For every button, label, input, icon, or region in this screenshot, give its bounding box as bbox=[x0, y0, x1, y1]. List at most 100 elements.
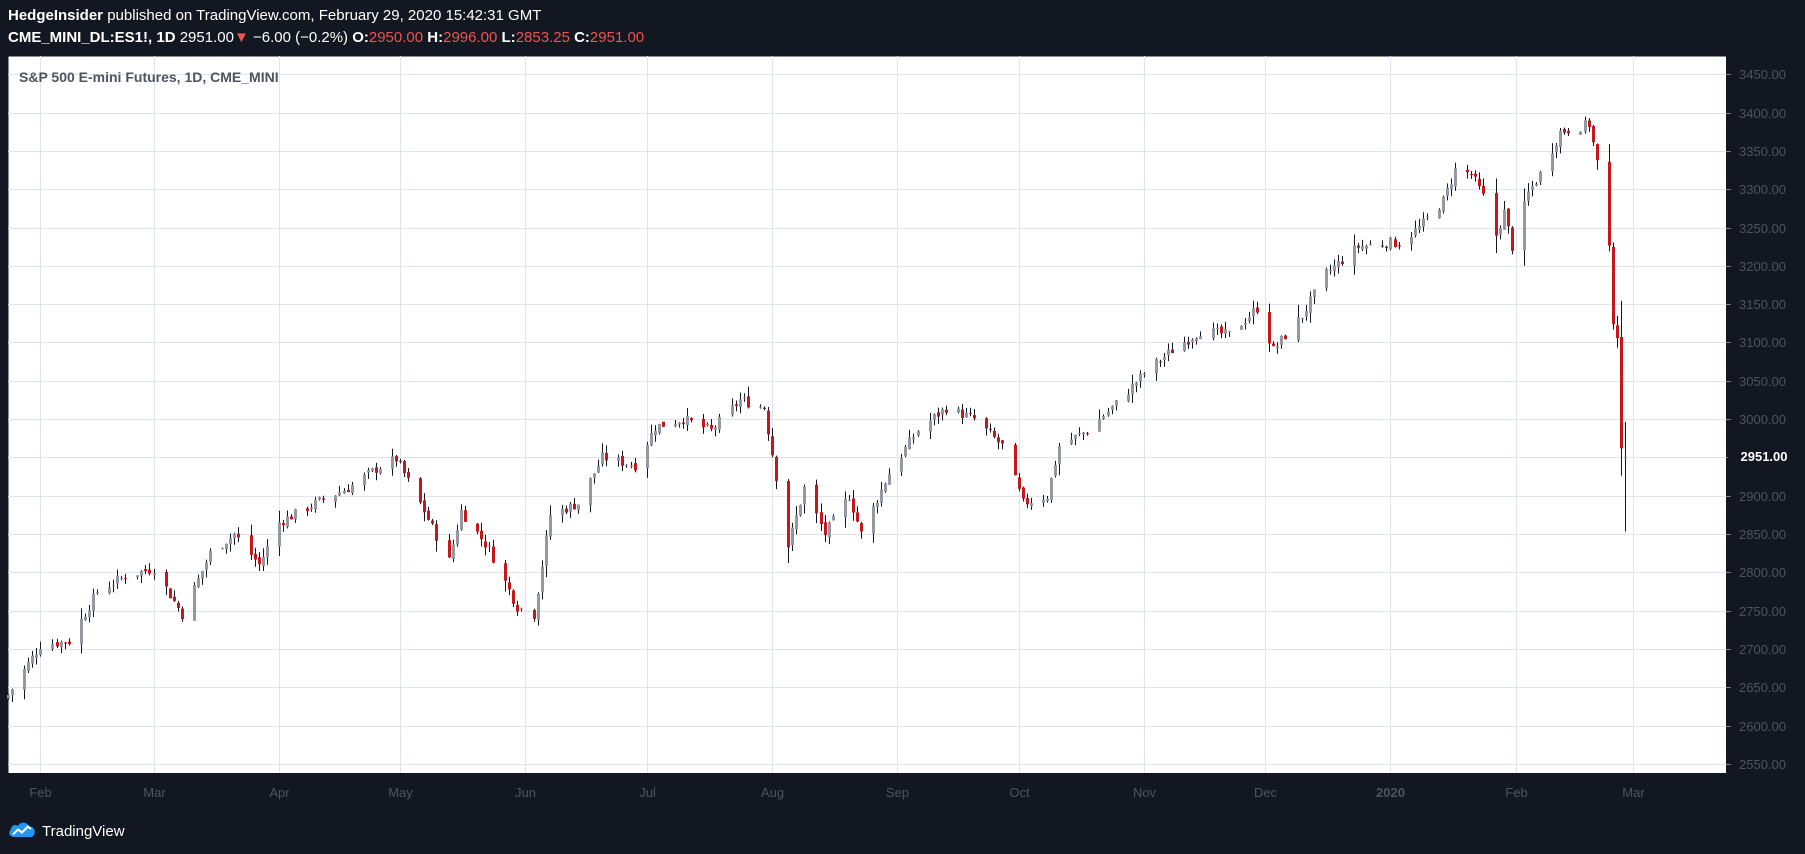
candle-body bbox=[739, 399, 742, 407]
candle-body bbox=[250, 535, 253, 555]
last-price-marker: 2951.00 bbox=[1728, 446, 1800, 467]
candle-body bbox=[1301, 317, 1304, 319]
candle-body bbox=[1074, 434, 1077, 439]
candle-body bbox=[832, 516, 835, 521]
candle-body bbox=[917, 431, 920, 436]
candle-body bbox=[1030, 503, 1033, 507]
price-tick-label: 3050.00 bbox=[1739, 374, 1786, 389]
price-tick-label: 2650.00 bbox=[1739, 680, 1786, 695]
candle-body bbox=[1244, 323, 1247, 325]
candle-body bbox=[702, 418, 705, 428]
candle-body bbox=[824, 522, 827, 536]
candle-body bbox=[1365, 245, 1368, 249]
candle-body bbox=[771, 436, 774, 456]
time-tick-label: Sep bbox=[886, 785, 909, 800]
time-axis[interactable]: Feb Mar Apr May Jun Jul Aug Sep Oct Nov Dec 2020 Feb… bbox=[29, 785, 1645, 800]
candle-body bbox=[1167, 349, 1170, 356]
candle-body bbox=[678, 422, 681, 425]
candle-body bbox=[488, 545, 491, 547]
candle-body bbox=[1422, 218, 1425, 227]
candle-body bbox=[23, 669, 26, 690]
time-tick-label: Mar bbox=[143, 785, 166, 800]
candle-body bbox=[577, 504, 580, 511]
candle-body bbox=[375, 467, 378, 473]
candle-body bbox=[262, 556, 265, 567]
candle-body bbox=[39, 649, 42, 656]
candle-body bbox=[314, 499, 317, 510]
candle-body bbox=[1527, 191, 1530, 201]
price-axis[interactable]: 2550.00 2600.00 2650.00 2700.00 2750.00 2800.… bbox=[1726, 67, 1786, 772]
candle-body bbox=[654, 430, 657, 436]
candle-body bbox=[1482, 185, 1485, 194]
candle-body bbox=[1523, 201, 1526, 251]
candle-body bbox=[537, 593, 540, 620]
time-tick-label: Dec bbox=[1254, 785, 1278, 800]
candle-body bbox=[322, 498, 325, 500]
candle-body bbox=[820, 512, 823, 524]
candle-body bbox=[1191, 339, 1194, 343]
low-label: L: bbox=[501, 29, 516, 46]
candle-body bbox=[153, 573, 156, 576]
candle-body bbox=[573, 503, 576, 510]
candle-body bbox=[448, 540, 451, 558]
candle-body bbox=[35, 654, 38, 658]
candle-body bbox=[589, 477, 592, 506]
candle-body bbox=[561, 508, 564, 516]
candle-body bbox=[872, 505, 875, 534]
candle-body bbox=[278, 522, 281, 547]
candle-body bbox=[852, 498, 855, 513]
candle-body bbox=[1022, 487, 1025, 499]
candle-body bbox=[961, 409, 964, 419]
candle-body bbox=[674, 424, 677, 427]
candle-body bbox=[351, 484, 354, 494]
candle-body bbox=[1163, 356, 1166, 361]
candle-body bbox=[1410, 236, 1413, 245]
open-label: O: bbox=[352, 29, 369, 46]
chart[interactable]: 2550.00 2600.00 2650.00 2700.00 2750.00 2800.… bbox=[0, 0, 1805, 812]
candle-body bbox=[310, 507, 313, 510]
tradingview-cloud-logo-icon[interactable] bbox=[8, 820, 36, 842]
price-tick-label: 2550.00 bbox=[1739, 757, 1786, 772]
candle-body bbox=[11, 689, 14, 695]
candle-body bbox=[844, 499, 847, 518]
candle-body bbox=[533, 610, 536, 619]
candle-body bbox=[512, 590, 515, 604]
candle-body bbox=[140, 570, 143, 576]
candle-body bbox=[1018, 477, 1021, 489]
candle-body bbox=[549, 515, 552, 537]
candle-body bbox=[1228, 331, 1231, 333]
candle-body bbox=[912, 437, 915, 440]
candle-body bbox=[124, 578, 127, 580]
candle-body bbox=[407, 472, 410, 478]
price-tick-label: 2900.00 bbox=[1739, 489, 1786, 504]
author-name[interactable]: HedgeInsider bbox=[8, 7, 104, 24]
candle-body bbox=[735, 404, 738, 406]
candle-body bbox=[520, 608, 523, 610]
grid bbox=[8, 56, 1726, 773]
candle-body bbox=[1559, 130, 1562, 148]
candle-body bbox=[634, 463, 637, 471]
candle-body bbox=[569, 503, 572, 512]
candle-body bbox=[476, 523, 479, 532]
candle-body bbox=[197, 578, 200, 587]
candle-body bbox=[1414, 228, 1417, 236]
symbol-label[interactable]: CME_MINI_DL:ES1!, 1D bbox=[8, 29, 176, 46]
candle-body bbox=[1042, 499, 1045, 503]
ohlc-legend: CME_MINI_DL:ES1!, 1D 2951.00▼ −6.00 (−0.… bbox=[8, 29, 644, 46]
candle-body bbox=[1111, 406, 1114, 410]
candle-body bbox=[165, 571, 168, 587]
candle-body bbox=[1305, 311, 1308, 317]
candle-body bbox=[1555, 145, 1558, 152]
candle-body bbox=[508, 582, 511, 590]
last-price: 2951.00 bbox=[179, 29, 234, 46]
candle-body bbox=[937, 412, 940, 417]
brand-name[interactable]: TradingView bbox=[42, 822, 125, 840]
candle-body bbox=[108, 587, 111, 594]
candle-body bbox=[1082, 432, 1085, 435]
candle-body bbox=[888, 473, 891, 485]
candle-body bbox=[1579, 131, 1582, 135]
candle-body bbox=[1612, 246, 1615, 325]
candle-body bbox=[1357, 245, 1360, 248]
time-tick-label: May bbox=[388, 785, 413, 800]
candle-body bbox=[112, 585, 115, 587]
